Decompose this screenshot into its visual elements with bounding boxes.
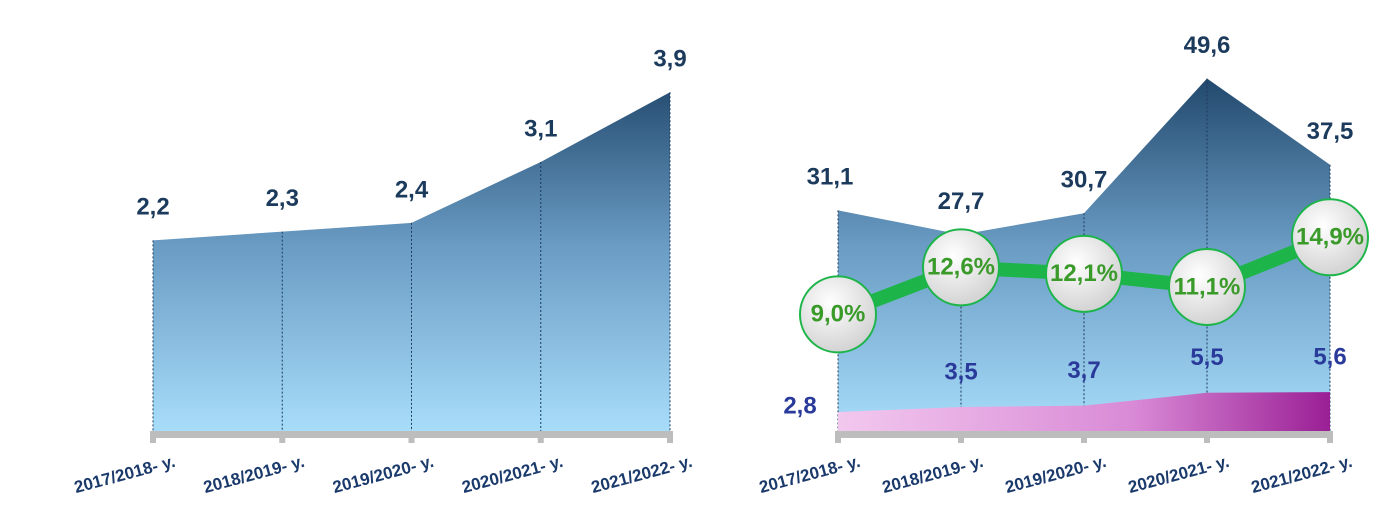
value-label: 5,6 bbox=[1313, 343, 1346, 370]
x-tick-label: 2019/2020- y. bbox=[331, 452, 436, 497]
x-tick bbox=[537, 431, 544, 443]
point bbox=[1168, 247, 1246, 326]
x-tick-label: 2021/2022- y. bbox=[589, 452, 694, 497]
point bbox=[922, 228, 1000, 307]
value-label: 3,1 bbox=[524, 115, 557, 142]
value-label: 12,1% bbox=[1050, 260, 1118, 287]
value-label: 2,3 bbox=[266, 185, 299, 212]
value-label: 2,8 bbox=[783, 392, 816, 419]
point bbox=[799, 275, 877, 354]
value-label: 31,1 bbox=[807, 164, 854, 191]
value-label: 5,5 bbox=[1190, 344, 1223, 371]
x-tick-label: 2017/2018- y. bbox=[72, 452, 177, 497]
value-label: 37,5 bbox=[1307, 118, 1354, 145]
value-label: 3,9 bbox=[653, 46, 686, 73]
x-tick-label: 2017/2018- y. bbox=[757, 452, 862, 497]
value-label: 27,7 bbox=[938, 188, 985, 215]
area bbox=[838, 392, 1330, 432]
value-label: 2,2 bbox=[136, 194, 169, 221]
x-tick-label: 2020/2021- y. bbox=[460, 452, 565, 497]
value-label: 3,7 bbox=[1067, 357, 1100, 384]
x-tick-label: 2019/2020- y. bbox=[1003, 452, 1108, 497]
value-label: 12,6% bbox=[927, 254, 995, 281]
x-tick bbox=[1204, 431, 1210, 443]
value-label: 49,6 bbox=[1184, 32, 1231, 59]
value-label: 2,4 bbox=[395, 176, 429, 203]
x-tick bbox=[408, 431, 415, 443]
x-tick-label: 2018/2019- y. bbox=[201, 452, 306, 497]
x-tick bbox=[667, 431, 673, 443]
x-tick-label: 2018/2019- y. bbox=[880, 452, 985, 497]
x-tick bbox=[1327, 431, 1333, 443]
point bbox=[1291, 198, 1369, 277]
value-label: 11,1% bbox=[1174, 273, 1241, 300]
value-label: 3,5 bbox=[944, 358, 977, 385]
value-label: 30,7 bbox=[1061, 167, 1108, 194]
x-tick bbox=[835, 431, 841, 443]
x-tick bbox=[958, 431, 964, 443]
area bbox=[153, 92, 670, 433]
point bbox=[1045, 234, 1123, 313]
value-label: 9,0% bbox=[811, 301, 866, 328]
x-tick bbox=[279, 431, 286, 443]
x-tick-label: 2020/2021- y. bbox=[1126, 452, 1231, 497]
value-label: 14,9% bbox=[1296, 224, 1364, 251]
x-tick bbox=[1081, 431, 1087, 443]
x-tick-label: 2021/2022- y. bbox=[1249, 452, 1354, 497]
x-tick bbox=[150, 431, 156, 443]
